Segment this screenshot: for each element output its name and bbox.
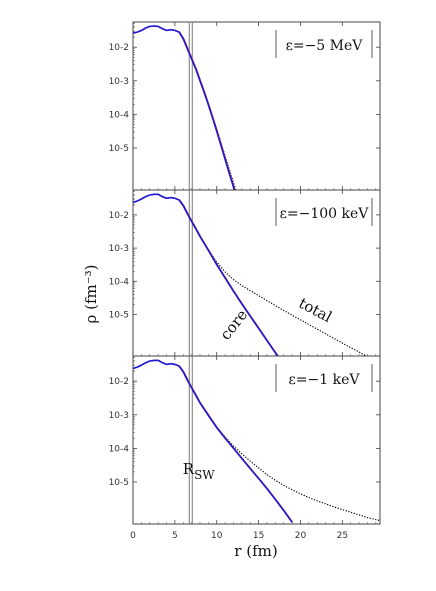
y-tick-label: 10-3 xyxy=(109,77,129,87)
panel-1: 10-2 10-3 10-4 10-5 ε=−5 MeV xyxy=(109,21,381,191)
series-group xyxy=(133,359,380,523)
y-axis-title: ρ (fm⁻³) xyxy=(82,265,100,324)
core-density-line xyxy=(133,193,279,356)
y-tick-label: 10-2 xyxy=(109,377,129,387)
series-group xyxy=(133,193,368,356)
panel-legend: ε=−5 MeV xyxy=(286,38,364,54)
panels: 10-2 10-3 10-4 10-5 ε=−5 MeV 10-2 10-3 10-4 10-5… xyxy=(109,21,381,525)
r-sw-subscript: SW xyxy=(194,468,215,482)
core-density-red-trace xyxy=(133,359,294,523)
curve-label-total: total xyxy=(296,294,335,326)
panel-legend: ε=−100 keV xyxy=(280,206,370,222)
panel-3: 10-2 10-3 10-4 10-5 ε=−1 keV xyxy=(109,355,381,525)
curve-label-core: core xyxy=(216,306,251,344)
y-tick-label: 10-5 xyxy=(109,144,129,154)
core-density-red-trace xyxy=(133,193,280,356)
core-density-line xyxy=(133,359,293,523)
y-tick-label: 10-5 xyxy=(109,311,129,321)
total-density-line xyxy=(133,25,237,190)
y-tick-label: 10-2 xyxy=(109,211,129,221)
y-tick-label: 10-5 xyxy=(109,478,129,488)
x-tick-label: 5 xyxy=(172,531,178,541)
y-tick-label: 10-2 xyxy=(109,43,129,53)
x-tick-label: 15 xyxy=(253,531,264,541)
x-axis-ticks: 0 5 10 15 20 25 RSW xyxy=(130,460,348,541)
panel-legend: ε=−1 keV xyxy=(289,372,361,388)
y-tick-label: 10-4 xyxy=(109,110,130,120)
x-tick-label: 20 xyxy=(295,531,307,541)
y-tick-label: 10-4 xyxy=(109,277,130,287)
series-group xyxy=(133,25,237,190)
x-axis-title: r (fm) xyxy=(234,542,277,560)
x-tick-label: 0 xyxy=(130,531,136,541)
x-tick-label: 25 xyxy=(337,531,348,541)
core-density-red-trace xyxy=(133,25,236,190)
panel-2: 10-2 10-3 10-4 10-5 ε=−100 keV core total xyxy=(109,189,381,357)
panel-frame xyxy=(132,355,381,525)
x-tick-label: 10 xyxy=(211,531,223,541)
r-sw-label: RSW xyxy=(183,460,216,482)
y-tick-label: 10-3 xyxy=(109,411,129,421)
core-density-line xyxy=(133,25,236,190)
y-tick-label: 10-4 xyxy=(109,444,130,454)
y-tick-label: 10-3 xyxy=(109,244,129,254)
